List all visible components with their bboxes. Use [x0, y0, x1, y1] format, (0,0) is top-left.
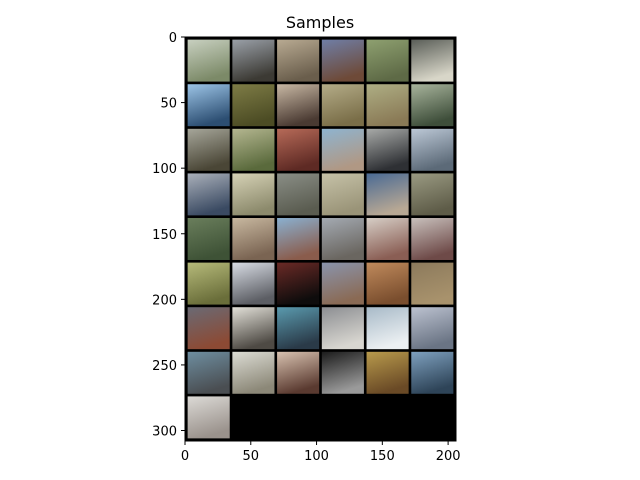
- sample-tile: [277, 129, 319, 171]
- image-area: [185, 37, 456, 441]
- sample-tile: [322, 352, 364, 394]
- sample-tile: [367, 263, 409, 305]
- sample-tile: [232, 173, 274, 215]
- sample-tile: [277, 173, 319, 215]
- x-tick-label: 0: [181, 449, 189, 464]
- sample-tile: [322, 263, 364, 305]
- y-tick-label: 0: [169, 31, 177, 46]
- sample-tile: [232, 307, 274, 349]
- sample-tile: [232, 84, 274, 126]
- sample-tile: [277, 40, 319, 82]
- y-tick-label: 50: [160, 97, 177, 112]
- sample-tile: [411, 307, 453, 349]
- sample-tile: [322, 218, 364, 260]
- sample-tile: [411, 352, 453, 394]
- sample-tile: [277, 352, 319, 394]
- sample-tile: [188, 218, 230, 260]
- y-tick-label: 200: [152, 293, 177, 308]
- sample-tile: [322, 40, 364, 82]
- sample-tile: [411, 129, 453, 171]
- sample-tile: [367, 307, 409, 349]
- sample-tile: [411, 263, 453, 305]
- sample-tile: [232, 263, 274, 305]
- y-tick-label: 250: [152, 359, 177, 374]
- sample-tile: [411, 218, 453, 260]
- x-tick-label: 50: [243, 449, 260, 464]
- sample-tile: [411, 84, 453, 126]
- sample-tile: [411, 173, 453, 215]
- sample-tile: [322, 307, 364, 349]
- sample-tile: [411, 40, 453, 82]
- sample-tile: [367, 173, 409, 215]
- y-tick-label: 100: [152, 162, 177, 177]
- sample-tile: [232, 352, 274, 394]
- sample-tile: [322, 129, 364, 171]
- sample-tile: [188, 40, 230, 82]
- x-tick-label: 150: [370, 449, 395, 464]
- sample-tile: [232, 40, 274, 82]
- sample-tile: [188, 263, 230, 305]
- sample-tile: [322, 173, 364, 215]
- sample-tile: [367, 84, 409, 126]
- sample-tile: [277, 84, 319, 126]
- sample-tile: [232, 218, 274, 260]
- x-axis: 0 50 100 150 200: [181, 441, 461, 464]
- sample-tile: [367, 129, 409, 171]
- sample-tile: [277, 218, 319, 260]
- sample-tile: [322, 84, 364, 126]
- sample-tile: [188, 396, 230, 438]
- sample-tile: [367, 40, 409, 82]
- sample-tile: [188, 307, 230, 349]
- sample-tile: [367, 352, 409, 394]
- sample-tile: [188, 129, 230, 171]
- sample-tile: [277, 307, 319, 349]
- sample-tile: [188, 173, 230, 215]
- y-axis: 0 50 100 150 200 250 300: [152, 31, 185, 440]
- x-tick-label: 100: [304, 449, 329, 464]
- y-tick-label: 150: [152, 228, 177, 243]
- sample-tile: [277, 263, 319, 305]
- sample-tile: [188, 352, 230, 394]
- x-tick-label: 200: [436, 449, 461, 464]
- sample-tile: [232, 129, 274, 171]
- sample-tile: [188, 84, 230, 126]
- y-tick-label: 300: [152, 425, 177, 440]
- sample-tile: [367, 218, 409, 260]
- chart-title: Samples: [286, 13, 354, 32]
